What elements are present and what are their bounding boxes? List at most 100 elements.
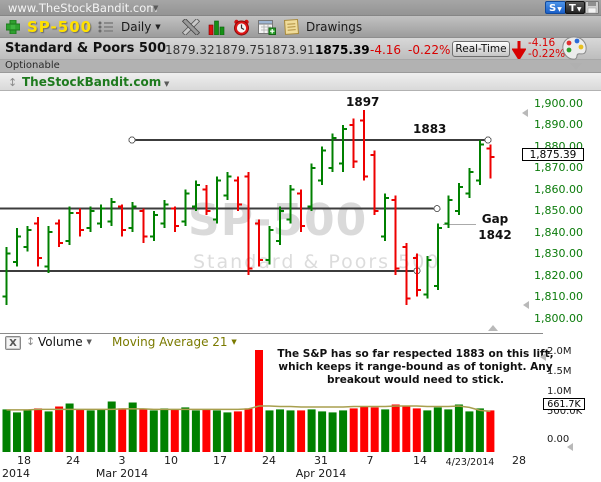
- moving-average-dropdown[interactable]: Moving Average 21 ▼: [112, 335, 237, 349]
- watchlist-icon[interactable]: [98, 21, 113, 33]
- optionable-label: Optionable: [5, 60, 60, 71]
- price-bar: [181, 189, 190, 226]
- volume-label: Volume: [38, 335, 83, 349]
- watermark-name: Standard & Poors 500: [193, 251, 441, 273]
- volume-panel: X ↕ Volume ▼ Moving Average 21 ▼ The S&P…: [0, 334, 601, 452]
- tools-icon[interactable]: [182, 19, 200, 35]
- close-volume-icon[interactable]: X: [5, 336, 21, 350]
- gap-value-label: 1842: [478, 228, 512, 242]
- price-axis-label: 1,850.00: [534, 204, 583, 217]
- price-bar: [486, 144, 495, 179]
- price-bar: [276, 206, 284, 246]
- price-bar: [23, 225, 32, 252]
- volume-bar: [160, 408, 169, 452]
- save-icon[interactable]: [585, 1, 599, 14]
- volume-bar: [444, 409, 453, 452]
- price-bar: [307, 163, 316, 211]
- volume-bar: [433, 407, 442, 452]
- chevron-down-icon: ▼: [557, 6, 562, 13]
- expand-panel-arrow[interactable]: [488, 325, 498, 331]
- date-tick-label: 24: [66, 454, 80, 467]
- price-bar: [170, 206, 179, 233]
- volume-bar: [276, 409, 284, 452]
- panel-divider[interactable]: [0, 333, 543, 334]
- axis-marker-icon: [567, 443, 573, 451]
- price-bar: [255, 219, 263, 267]
- chevron-down-icon: ▼: [86, 338, 92, 346]
- date-month-label: 2014: [2, 467, 30, 480]
- price-bar: [454, 182, 463, 215]
- volume-axis-label: 1.5M: [547, 366, 572, 377]
- volume-bar: [265, 410, 274, 452]
- price-chart-canvas[interactable]: [0, 91, 545, 333]
- trendline-handle[interactable]: [433, 205, 441, 213]
- calendar-add-icon[interactable]: [258, 19, 276, 36]
- price-bar: [360, 109, 369, 181]
- price-bar: [13, 227, 21, 267]
- resize-updown-icon[interactable]: ↕: [26, 335, 36, 348]
- volume-bar: [339, 410, 348, 452]
- drawings-notepad-icon[interactable]: [284, 19, 299, 35]
- volume-bar: [475, 408, 484, 452]
- palette-icon[interactable]: [561, 36, 588, 62]
- down-arrow-icon: [512, 41, 526, 59]
- symbol-label[interactable]: SP-500: [27, 18, 93, 36]
- drawings-menu-label[interactable]: Drawings: [306, 20, 363, 34]
- chevron-down-icon[interactable]: ▼: [164, 80, 170, 88]
- tools-menu-button[interactable]: T▼: [565, 1, 586, 14]
- resize-updown-icon[interactable]: ↕: [8, 76, 18, 89]
- chevron-down-icon: ▼: [155, 23, 161, 31]
- gap-label: Gap: [481, 212, 509, 226]
- volume-bar: [55, 406, 64, 452]
- volume-bar: [402, 406, 411, 452]
- price-bar: [286, 185, 295, 224]
- volume-bar: [107, 401, 116, 452]
- price-bar: [233, 176, 242, 211]
- volume-axis-label: 0.00: [547, 434, 570, 445]
- chart-provider-link[interactable]: TheStockBandit.com: [22, 75, 162, 89]
- price-bar: [402, 242, 411, 306]
- volume-bar: [223, 412, 232, 452]
- chevron-down-icon[interactable]: ▼: [153, 4, 159, 12]
- collapse-panel-arrow[interactable]: [570, 63, 582, 70]
- window-title[interactable]: www.TheStockBandit.com: [8, 1, 158, 15]
- resistance-price-label: 1883: [413, 122, 447, 136]
- volume-bar: [181, 407, 190, 452]
- price-bar: [244, 172, 253, 276]
- price-axis-label: 1,840.00: [534, 225, 583, 239]
- price-bar: [223, 172, 232, 200]
- titlebar: www.TheStockBandit.com ▼ S▼ T▼: [0, 0, 601, 16]
- volume-chart-canvas[interactable]: [0, 334, 545, 452]
- volume-bar: [328, 412, 337, 452]
- timeframe-dropdown[interactable]: Daily ▼: [121, 20, 161, 34]
- timeframe-label: Daily: [121, 20, 152, 34]
- change-percent: -0.22%: [528, 48, 566, 60]
- volume-dropdown[interactable]: Volume ▼: [38, 335, 92, 349]
- volume-bar: [255, 350, 263, 452]
- quote-low: 1873.91: [265, 43, 315, 57]
- volume-bar: [381, 409, 390, 452]
- symbol-menu-button[interactable]: S▼: [545, 1, 566, 14]
- chevron-down-icon: ▼: [231, 338, 237, 346]
- trendline-handle[interactable]: [128, 136, 136, 144]
- price-bar: [2, 247, 11, 306]
- bar-chart-icon[interactable]: [208, 19, 225, 35]
- trendline-handle[interactable]: [484, 136, 492, 144]
- price-bar: [412, 253, 421, 297]
- add-symbol-icon[interactable]: [6, 20, 20, 34]
- chart-toolbar: ↕ TheStockBandit.com ▼: [0, 73, 601, 91]
- date-tick-label: 28: [512, 454, 526, 467]
- date-tick-label: 17: [213, 454, 227, 467]
- price-bar: [76, 208, 85, 237]
- current-volume-box: 661.7K: [543, 398, 585, 410]
- date-month-label: Mar 2014: [95, 467, 149, 480]
- price-bar: [34, 217, 43, 267]
- quote-change: -4.16: [370, 43, 402, 57]
- volume-ma-line: [6, 405, 491, 413]
- alerts-clock-icon[interactable]: [233, 19, 250, 36]
- date-tick-label: 14: [413, 454, 427, 467]
- price-bar: [65, 206, 74, 246]
- realtime-button[interactable]: Real-Time: [452, 41, 510, 57]
- date-month-label: Apr 2014: [295, 467, 347, 480]
